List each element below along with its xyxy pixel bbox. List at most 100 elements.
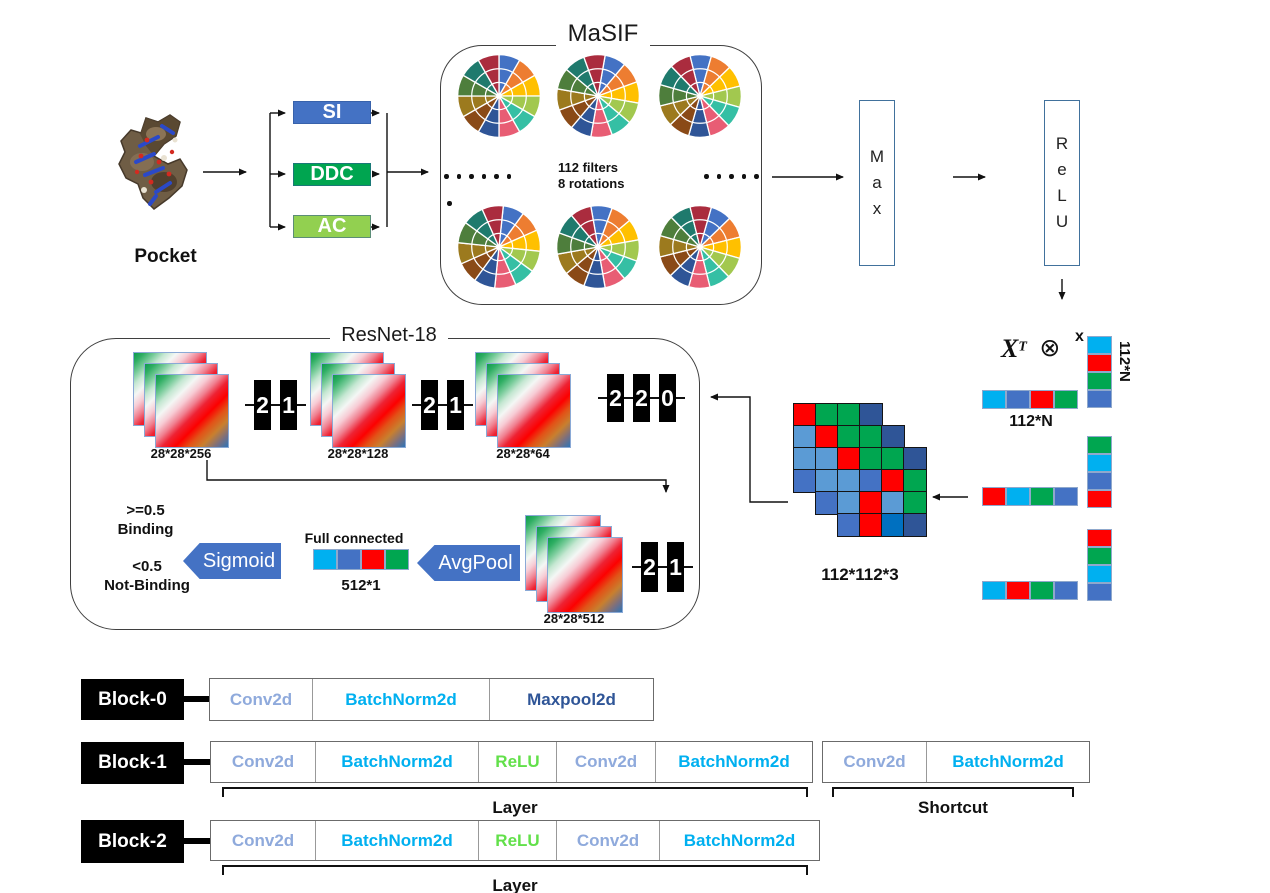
block-cell-conv2d: Conv2d	[211, 742, 316, 782]
matrix-cell	[794, 404, 816, 426]
masif-dot-single	[447, 201, 452, 206]
formula-X: X	[1001, 334, 1019, 363]
masif-dots-right	[704, 174, 759, 179]
step-dash	[245, 403, 254, 407]
block-cell-relu: ReLU	[479, 742, 557, 782]
not-binding-threshold-text: <0.5 Not-Binding	[92, 557, 202, 595]
vector-cell	[1087, 372, 1112, 390]
vector-cell	[313, 549, 337, 570]
col-vector-dim-label: 112*N	[1116, 341, 1133, 382]
matrix-cell	[860, 470, 882, 492]
step-box: 2	[254, 380, 271, 430]
matrix-cell	[838, 470, 860, 492]
dot	[469, 174, 474, 179]
matrix-cell	[794, 470, 816, 492]
not-binding-label: Not-Binding	[104, 577, 190, 594]
arrow-matrix-to-resnet	[710, 393, 788, 503]
matrix-cell	[816, 492, 838, 514]
masif-title: MaSIF	[556, 20, 650, 48]
matrix-cell	[838, 426, 860, 448]
step-dash	[676, 396, 685, 400]
sigmoid-label: Sigmoid	[202, 549, 276, 572]
dot	[716, 174, 721, 179]
dot	[506, 174, 511, 179]
feature-map-stack-2	[310, 352, 406, 448]
bracket-shortcut	[832, 787, 1074, 797]
step-dash	[598, 396, 607, 400]
block-row: Conv2d BatchNorm2d Maxpool2d	[209, 678, 654, 721]
matrix-cell	[838, 492, 860, 514]
vector-cell	[1054, 581, 1078, 600]
block-cell-batchnorm2d: BatchNorm2d	[678, 752, 790, 771]
block-cell-conv2d: Conv2d	[557, 821, 660, 860]
dot	[481, 174, 486, 179]
block-cell-conv2d: Conv2d	[823, 742, 927, 782]
matrix-cell	[838, 514, 860, 536]
step-dash	[624, 396, 633, 400]
masif-dots-left	[444, 174, 511, 179]
formula-x-superscript: x	[1075, 328, 1084, 345]
matrix-cell	[860, 514, 882, 536]
feature-map-stack-3	[475, 352, 571, 448]
matrix-cell	[816, 470, 838, 492]
step-box: 2	[641, 542, 658, 592]
row-vector-2	[982, 487, 1078, 506]
stack-dim-label: 28*28*64	[496, 446, 550, 461]
vector-cell	[1030, 581, 1054, 600]
avgpool-label: AvgPool	[438, 551, 513, 574]
stack-dim-label: 28*28*128	[327, 446, 389, 461]
block-row: Conv2d BatchNorm2d ReLU Conv2d BatchNorm2d	[210, 741, 813, 783]
matrix-cell	[882, 492, 904, 514]
col-vector-1	[1087, 336, 1112, 408]
stack-dim-label: 28*28*256	[150, 446, 212, 461]
feature-map-card	[497, 374, 571, 448]
step-dash	[271, 403, 280, 407]
bracket-label-layer: Layer	[492, 798, 538, 817]
stacked-letter: a	[872, 173, 882, 192]
vector-cell	[1087, 454, 1112, 472]
dot	[494, 174, 499, 179]
vector-cell	[361, 549, 385, 570]
stacked-letter: x	[872, 199, 882, 218]
feature-map-stack-1	[133, 352, 229, 448]
matrix-cell	[860, 426, 882, 448]
pocket-image	[118, 114, 188, 210]
step-box: 1	[447, 380, 464, 430]
fc-vector	[313, 549, 409, 570]
otimes-symbol: ⊗	[1039, 334, 1061, 362]
step-box: 1	[280, 380, 297, 430]
masif-filters-line1: 112 filters	[558, 160, 618, 175]
matrix-cell	[838, 448, 860, 470]
block-cell-conv2d: Conv2d	[210, 679, 313, 720]
masif-wheel	[456, 53, 542, 139]
col-vector-2	[1087, 436, 1112, 508]
block-cell-batchnorm2d: BatchNorm2d	[316, 821, 479, 860]
feature-box-ddc: DDC	[293, 163, 371, 186]
vector-cell	[1087, 390, 1112, 408]
step-dash	[684, 565, 693, 569]
matrix-cell	[860, 404, 882, 426]
dot	[741, 174, 746, 179]
dot	[456, 174, 461, 179]
block-row: Conv2d BatchNorm2d ReLU Conv2d BatchNorm2d	[210, 820, 820, 861]
row-vector-1	[982, 390, 1078, 409]
fc-dim-label: 512*1	[341, 577, 381, 594]
step-dash	[658, 565, 667, 569]
resnet-title: ResNet-18	[330, 324, 448, 347]
bracket-layer	[222, 787, 808, 797]
step-dash	[297, 403, 306, 407]
masif-wheel	[658, 54, 742, 138]
matrix-cell	[904, 514, 926, 536]
matrix-cell	[882, 514, 904, 536]
step-box: 2	[607, 374, 624, 422]
matrix-cell	[816, 448, 838, 470]
vector-cell	[1087, 547, 1112, 565]
vector-cell	[1087, 336, 1112, 354]
avgpool-arrow: AvgPool	[417, 545, 520, 581]
vector-cell	[1054, 487, 1078, 506]
